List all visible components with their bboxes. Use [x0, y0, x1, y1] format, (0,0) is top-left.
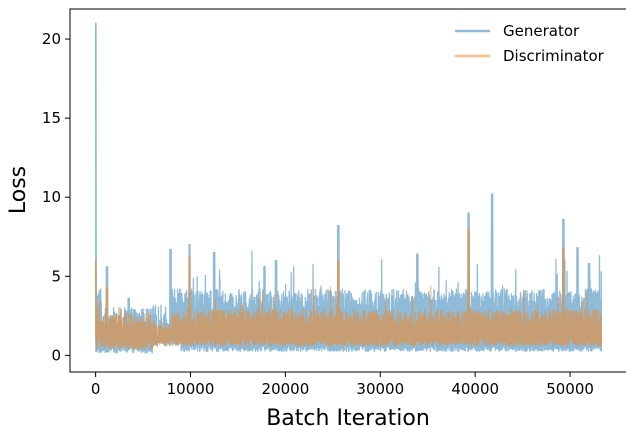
- x-axis-title: Batch Iteration: [266, 406, 430, 427]
- x-tick-label: 30000: [356, 380, 404, 398]
- series-line-discriminator: [94, 228, 603, 350]
- series-line-generator: [94, 22, 603, 354]
- x-tick-label: 20000: [262, 380, 310, 398]
- y-tick-label: 15: [42, 109, 61, 127]
- x-tick-label: 10000: [167, 380, 215, 398]
- y-tick-label: 10: [42, 188, 61, 206]
- x-axis: 0 10000 20000 30000 40000 50000: [91, 372, 594, 398]
- legend-label-generator: Generator: [503, 22, 580, 40]
- axes-frame: [69, 8, 626, 373]
- y-tick-label: 0: [51, 346, 61, 364]
- legend: Generator Discriminator: [455, 22, 605, 65]
- x-tick-label: 40000: [451, 380, 499, 398]
- x-tick-label: 0: [91, 380, 101, 398]
- y-tick-label: 5: [51, 267, 61, 285]
- plot-area: [94, 22, 603, 354]
- x-tick-label: 50000: [546, 380, 594, 398]
- y-tick-label: 20: [42, 30, 61, 48]
- legend-label-discriminator: Discriminator: [503, 47, 605, 65]
- y-axis: 0 5 10 15 20: [42, 30, 70, 364]
- y-axis-title: Loss: [6, 166, 31, 214]
